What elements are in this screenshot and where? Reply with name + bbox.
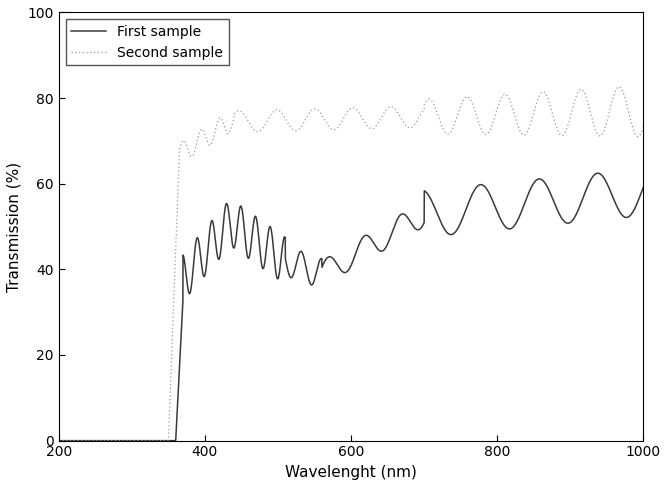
- Second sample: [301, 118, 309, 124]
- Line: Second sample: Second sample: [59, 87, 643, 441]
- Second sample: [615, 84, 623, 90]
- Second sample: [593, 129, 601, 135]
- First sample: [55, 438, 63, 444]
- Legend: First sample, Second sample: First sample, Second sample: [65, 19, 228, 65]
- First sample: [594, 170, 602, 176]
- First sample: [301, 257, 309, 262]
- First sample: [639, 184, 647, 190]
- Second sample: [480, 130, 488, 136]
- First sample: [333, 261, 341, 266]
- Second sample: [639, 124, 647, 130]
- First sample: [593, 170, 601, 176]
- Second sample: [333, 126, 341, 131]
- Y-axis label: Transmission (%): Transmission (%): [7, 162, 22, 292]
- First sample: [305, 278, 313, 283]
- First sample: [480, 183, 488, 188]
- X-axis label: Wavelenght (nm): Wavelenght (nm): [285, 465, 417, 480]
- Second sample: [622, 97, 630, 103]
- Second sample: [305, 111, 313, 116]
- First sample: [622, 214, 630, 220]
- Second sample: [55, 438, 63, 444]
- Line: First sample: First sample: [59, 173, 643, 441]
